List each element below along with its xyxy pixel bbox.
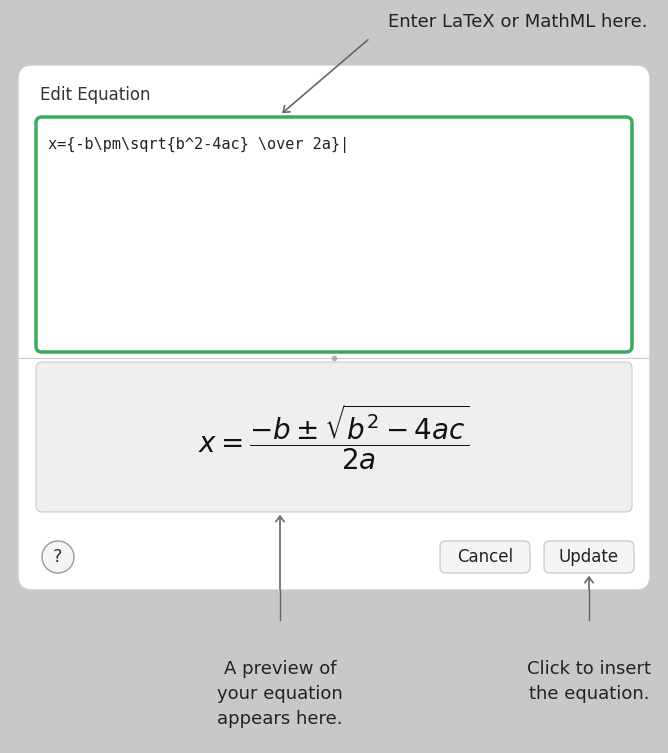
FancyBboxPatch shape [440,541,530,573]
Text: Enter LaTeX or MathML here.: Enter LaTeX or MathML here. [389,13,648,31]
Text: Cancel: Cancel [457,548,513,566]
Text: A preview of
your equation
appears here.: A preview of your equation appears here. [217,660,343,728]
FancyBboxPatch shape [36,362,632,512]
Text: $x = \dfrac{-b \pm \sqrt{b^2 - 4ac}}{2a}$: $x = \dfrac{-b \pm \sqrt{b^2 - 4ac}}{2a}… [198,402,470,471]
FancyBboxPatch shape [18,65,650,590]
Text: Edit Equation: Edit Equation [40,86,150,104]
FancyBboxPatch shape [544,541,634,573]
Circle shape [42,541,74,573]
FancyBboxPatch shape [36,117,632,352]
Text: Update: Update [559,548,619,566]
Text: x={-b\pm\sqrt{b^2-4ac} \over 2a}|: x={-b\pm\sqrt{b^2-4ac} \over 2a}| [48,137,349,153]
Text: ?: ? [53,548,63,566]
Text: Click to insert
the equation.: Click to insert the equation. [527,660,651,703]
